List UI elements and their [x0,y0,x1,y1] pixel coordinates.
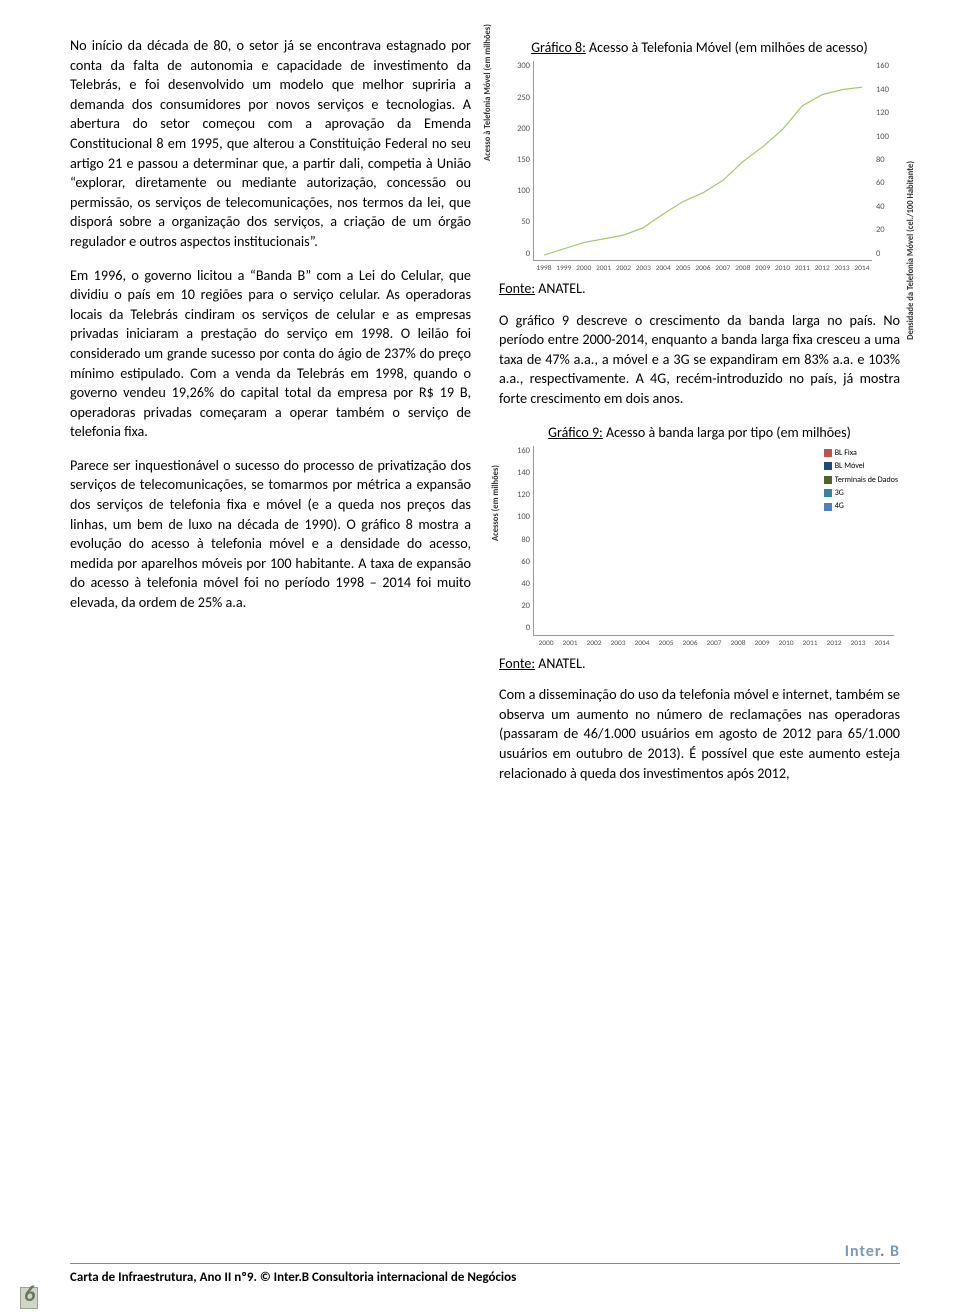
chart8-title-rest: Acesso à Telefonia Móvel (em milhões de … [586,39,868,56]
left-column: No início da década de 80, o setor já se… [70,36,471,797]
chart9-title: Gráfico 9: Acesso à banda larga por tipo… [499,423,900,442]
chart8-ylabel-left: Acesso à Telefonia Móvel (em milhões) [483,24,495,161]
chart8: Acesso à Telefonia Móvel (em milhões) De… [499,61,900,261]
footer-logo: Inter. B [845,1242,900,1261]
chart9-ylabel-left: Acessos (em milhões) [491,465,503,541]
paragraph: O gráfico 9 descreve o crescimento da ba… [499,311,900,409]
page-number: 6 [20,1279,56,1309]
chart9-xticks: 2000200120022003200420052006200720082009… [534,639,894,649]
chart8-title: Gráfico 8: Acesso à Telefonia Móvel (em … [499,38,900,57]
chart9-yticks: 160140120100806040200 [504,446,530,635]
paragraph: No início da década de 80, o setor já se… [70,36,471,252]
paragraph: Com a disseminação do uso da telefonia m… [499,685,900,783]
logo-dot: . [880,1242,885,1261]
page-footer: Inter. B Carta de Infraestrutura, Ano II… [0,1242,960,1285]
logo-part1: Inter [845,1242,880,1261]
chart8-yticks: 300250200150100500 [504,61,530,260]
chart8-source: Fonte: ANATEL. [499,279,900,298]
chart8-yticks2: 160140120100806040200 [876,61,900,260]
chart8-title-prefix: Gráfico 8: [531,39,586,56]
source-label: Fonte: [499,280,535,297]
footer-text: Carta de Infraestrutura, Ano II nº9. © I… [70,1270,516,1285]
paragraph: Em 1996, o governo licitou a “Banda B” c… [70,266,471,442]
chart9-source: Fonte: ANATEL. [499,654,900,673]
chart9: Acessos (em milhões) 1601401201008060402… [499,446,900,636]
chart9-legend: BL FixaBL MóvelTerminais de Dados3G4G [824,448,898,515]
chart9-title-prefix: Gráfico 9: [548,424,603,441]
source-value: ANATEL. [535,280,585,297]
right-column: Gráfico 8: Acesso à Telefonia Móvel (em … [499,36,900,797]
chart8-ylabel-right: Densidade da Telefonia Móvel (cel./100 H… [906,161,918,340]
source-label: Fonte: [499,655,535,672]
chart8-xticks: 1998199920002001200220032004200520062007… [534,264,872,274]
chart8-bars [534,61,872,260]
page-number-value: 6 [24,1280,35,1307]
paragraph: Parece ser inquestionável o sucesso do p… [70,456,471,613]
source-value: ANATEL. [535,655,585,672]
logo-part2: B [890,1242,900,1261]
chart9-title-rest: Acesso à banda larga por tipo (em milhõe… [603,424,851,441]
